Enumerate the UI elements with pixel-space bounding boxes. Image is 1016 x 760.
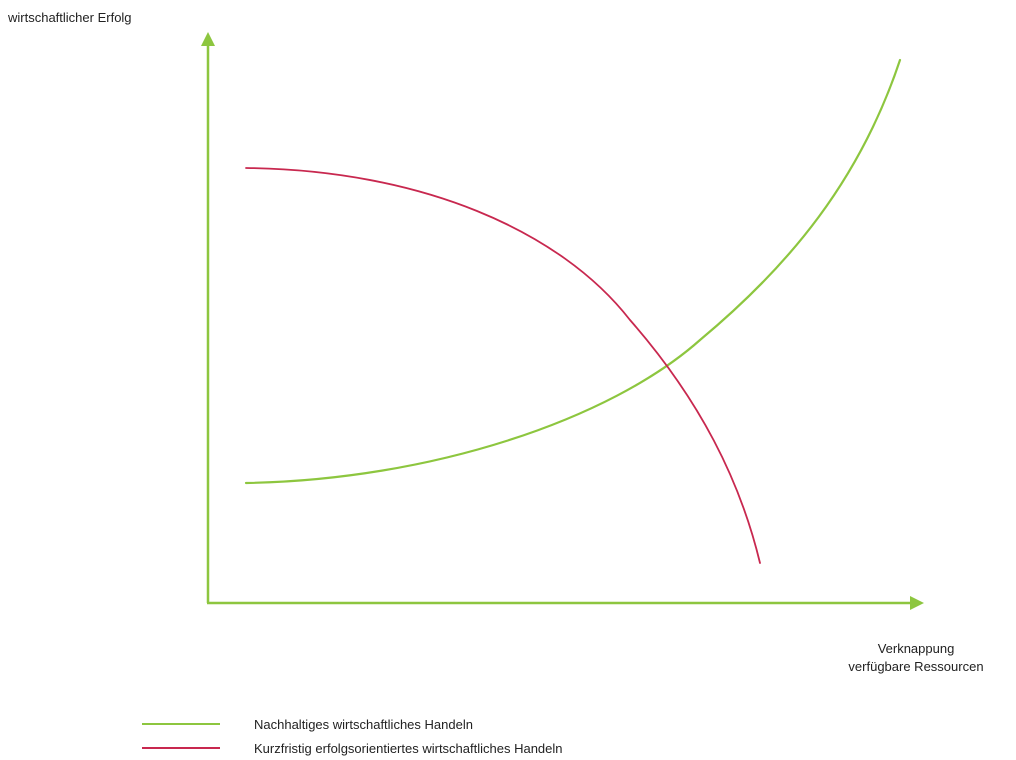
legend-swatch-shortterm — [142, 747, 220, 749]
y-axis-arrowhead — [201, 32, 215, 46]
curve-shortterm — [245, 167, 761, 564]
x-axis-label: Verknappung verfügbare Ressourcen — [816, 640, 1016, 676]
legend-swatch-sustainable — [142, 723, 220, 725]
legend-item-shortterm: Kurzfristig erfolgsorientiertes wirtscha… — [142, 736, 563, 760]
legend: Nachhaltiges wirtschaftliches Handeln Ku… — [142, 712, 563, 760]
legend-label-shortterm: Kurzfristig erfolgsorientiertes wirtscha… — [254, 740, 563, 756]
legend-label-sustainable: Nachhaltiges wirtschaftliches Handeln — [254, 716, 473, 732]
x-axis-arrowhead — [910, 596, 924, 610]
y-axis-label: wirtschaftlicher Erfolg — [8, 10, 132, 25]
curve-sustainable — [244, 58, 902, 485]
x-axis-label-line-1: Verknappung — [877, 641, 955, 656]
x-axis-label-line-2: verfügbare Ressourcen — [848, 659, 984, 674]
legend-item-sustainable: Nachhaltiges wirtschaftliches Handeln — [142, 712, 563, 736]
